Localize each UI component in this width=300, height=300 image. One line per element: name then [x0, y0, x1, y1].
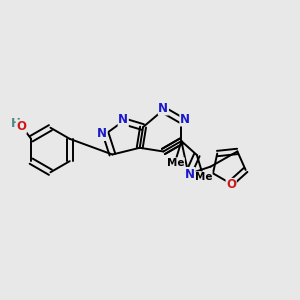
Text: O: O: [226, 178, 236, 191]
Text: Me: Me: [167, 158, 184, 168]
Text: O: O: [16, 120, 26, 133]
Text: N: N: [180, 113, 190, 126]
Text: Me: Me: [194, 172, 212, 182]
Text: N: N: [158, 102, 168, 115]
Text: N: N: [118, 113, 128, 127]
Text: N: N: [97, 128, 107, 140]
Text: N: N: [185, 167, 195, 181]
Text: H: H: [11, 117, 21, 130]
